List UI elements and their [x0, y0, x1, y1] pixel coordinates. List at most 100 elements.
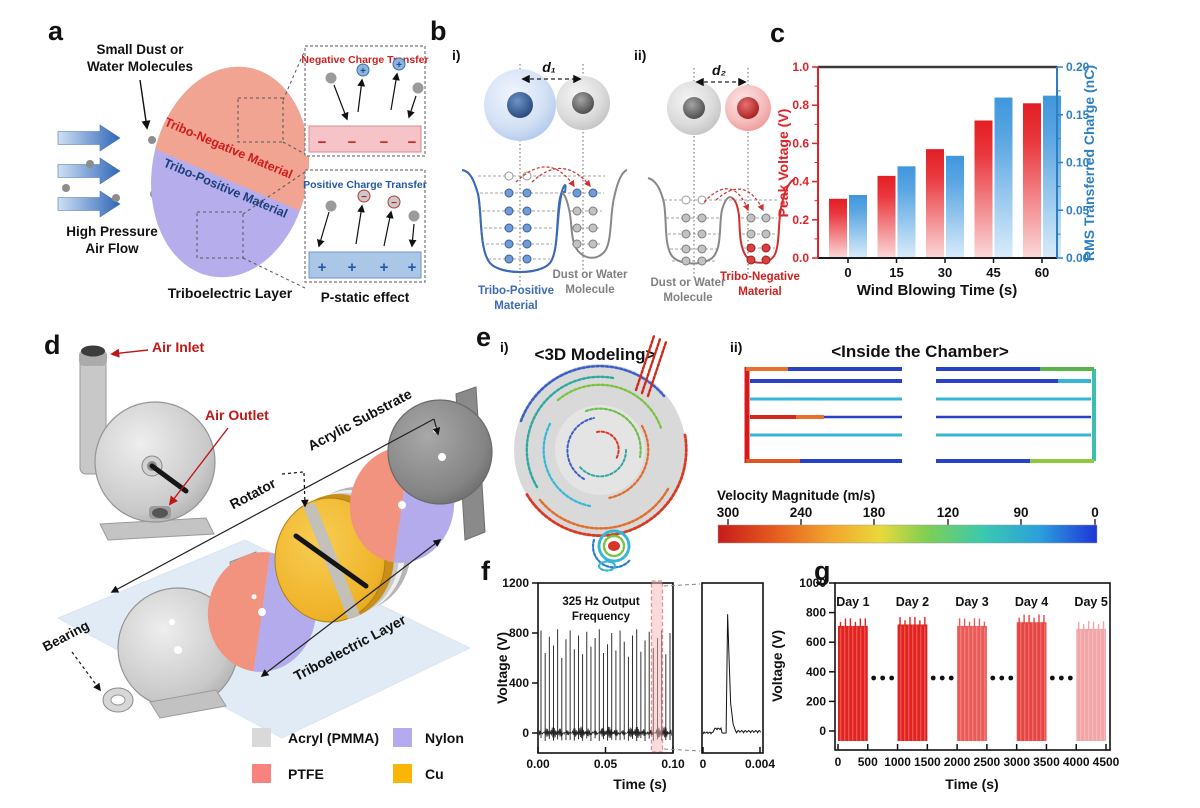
particle-arrows: + +: [325, 57, 424, 121]
outlet-vortex: [591, 529, 632, 572]
f-annotation-line2: Frequency: [572, 611, 631, 623]
c-right-tick: 0.10: [1066, 156, 1090, 170]
air-outlet-label: Air Outlet: [205, 407, 269, 423]
ellipsis-dot: [1049, 675, 1055, 681]
fan-housing-top: [79, 345, 216, 541]
panel-c-letter: c: [770, 18, 785, 48]
acrylic-substrate-line: [110, 418, 435, 593]
legend-label-nylon: Nylon: [425, 730, 464, 746]
g-y-tick: 600: [806, 635, 826, 649]
g-x-tick: 3000: [1003, 755, 1030, 769]
g-y-tick: 200: [806, 694, 826, 708]
c-left-tick: 0.0: [792, 251, 809, 265]
plus-sign: +: [348, 259, 357, 276]
g-x-tick: 0: [835, 755, 842, 769]
f-y-tick: 800: [509, 626, 529, 640]
g-y-tick: 400: [806, 665, 826, 679]
bar-peak-voltage: [1023, 103, 1041, 258]
panel-e-i-label: i): [500, 339, 509, 355]
pstatic-caption: P-static effect: [321, 290, 410, 305]
airflow-label-line2: Air Flow: [85, 241, 139, 256]
ellipsis-dot: [1058, 675, 1064, 681]
diagram-b-i: d₁: [461, 59, 628, 312]
ellipsis-dot: [1008, 675, 1014, 681]
dust-pointer-arrow: [139, 79, 151, 130]
ellipsis-dot: [1067, 675, 1073, 681]
i-left-well-label1: Tribo-Positive: [478, 285, 554, 297]
colorbar-tick: 300: [717, 505, 740, 520]
ellipsis-dot: [999, 675, 1005, 681]
well-tribo-positive: [461, 169, 567, 273]
f-annotation-line1: 325 Hz Output: [562, 596, 639, 608]
colorbar-tick: 90: [1013, 505, 1028, 520]
bar-rms-charge: [897, 166, 916, 258]
ellipsis-dot: [880, 675, 886, 681]
legend-swatch-cu: [393, 764, 412, 783]
inset-spike-trace: [702, 614, 762, 735]
chart-f-traces: 0 400 800 1200 0.00 0.05 0.10 0 0.004: [502, 576, 775, 771]
material-legend: Acryl (PMMA) PTFE Nylon Cu: [252, 728, 464, 783]
chart-c-bars: 0 15 30 45 60 0.0 0.2 0.4 0.6 0.8 1.0 0.00 0.05 0.10 0…: [792, 60, 1089, 280]
inset-positive-charge-transfer: Positive Charge Transfer + + + + − −: [303, 169, 427, 283]
g-x-tick: 2000: [944, 755, 971, 769]
minus-sign: −: [348, 134, 357, 151]
electron-transfer-arrow: [531, 167, 591, 188]
ellipsis-dot: [889, 675, 895, 681]
c-left-tick: 0.2: [792, 213, 809, 227]
c-x-tick: 0: [844, 265, 851, 280]
inlet-jet: [634, 334, 668, 398]
velocity-colorbar: Velocity Magnitude (m/s) 300 240 180 120…: [717, 488, 1099, 544]
bar-rms-charge: [946, 155, 964, 258]
g-x-tick: 4000: [1063, 755, 1090, 769]
g-x-tick: 3500: [1033, 755, 1060, 769]
airflow-arrows-icon: [57, 124, 121, 218]
g-x-tick: 4500: [1093, 755, 1120, 769]
panel-d-letter: d: [44, 330, 61, 360]
triboelectric-layer-line: [260, 539, 442, 677]
ii-left-well-label1: Dust or Water: [651, 277, 726, 289]
inset-positive-title: Positive Charge Transfer: [303, 179, 427, 191]
panel-f-letter: f: [481, 556, 491, 586]
g-x-tick: 2500: [974, 755, 1001, 769]
d1-label: d₁: [542, 59, 556, 75]
modeling-title: <3D Modeling>: [535, 345, 656, 364]
bar-rms-charge: [849, 194, 867, 258]
panel-e-letter: e: [476, 322, 491, 352]
panel-c-chart: c 0 15 30 45 60 0.0 0.2 0.4 0.6 0.8 1.0 0.00 0.05 0.1…: [770, 18, 1097, 299]
d2-label: d₂: [712, 62, 726, 78]
g-x-tick: 1000: [884, 755, 911, 769]
panel-a: a Small Dust or Water Molecules High Pre…: [48, 16, 429, 305]
air-inlet-arrow: [110, 348, 149, 358]
i-right-well-label2: Molecule: [565, 284, 614, 296]
g-y-tick: 0: [819, 724, 826, 738]
legend-label-ptfe: PTFE: [288, 766, 324, 782]
legend-swatch-ptfe: [252, 764, 271, 783]
ellipsis-dot: [948, 675, 954, 681]
electron-levels-ii: [681, 195, 771, 266]
colorbar-tick: 0: [1091, 505, 1099, 520]
f-x-axis-label: Time (s): [613, 776, 666, 792]
c-left-tick: 0.6: [792, 136, 809, 150]
g-y-tick: 800: [806, 606, 826, 620]
c-x-tick: 45: [986, 265, 1000, 280]
bar-peak-voltage: [926, 149, 944, 258]
f-inset-x-tick: 0: [700, 757, 707, 771]
chamber-graphic: [744, 367, 1096, 463]
plus-sign: +: [318, 259, 327, 276]
colorbar-tick: 180: [863, 505, 886, 520]
g-y-tick: 1000: [799, 576, 826, 590]
c-x-tick: 60: [1035, 265, 1049, 280]
bar-peak-voltage: [877, 175, 896, 258]
triboelectric-layer-caption: Triboelectric Layer: [168, 285, 293, 301]
panel-e-ii-label: ii): [730, 339, 742, 355]
well-molecule-ii: [647, 177, 733, 265]
well-molecule-i: [561, 169, 628, 259]
legend-swatch-acryl: [252, 728, 271, 747]
f-x-tick: 0.10: [661, 757, 685, 771]
panel-g-letter: g: [814, 556, 831, 586]
bar-rms-charge: [994, 97, 1013, 258]
c-x-axis-label: Wind Blowing Time (s): [857, 282, 1017, 299]
